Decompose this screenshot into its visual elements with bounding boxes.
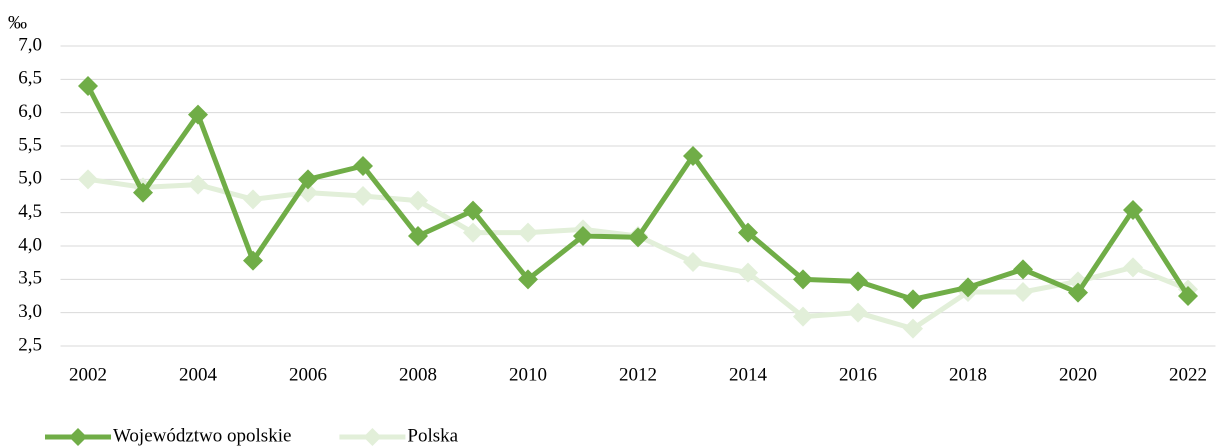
point	[738, 222, 758, 243]
point	[1178, 286, 1198, 306]
point	[78, 76, 98, 96]
series	[78, 76, 1198, 310]
x-tick-label: 2020	[1059, 364, 1097, 385]
x-tick-label: 2016	[839, 364, 877, 385]
point	[408, 226, 428, 246]
x-tick-label: 2004	[179, 364, 218, 385]
point	[243, 250, 263, 271]
point	[958, 277, 978, 298]
y-tick-label: 4,5	[18, 201, 42, 222]
point	[243, 189, 263, 210]
point	[903, 289, 923, 310]
point	[1013, 282, 1033, 302]
point	[298, 169, 318, 190]
point	[463, 200, 483, 221]
point	[628, 227, 648, 248]
legend-marker	[363, 428, 382, 446]
point	[1068, 282, 1088, 303]
x-tick-label: 2006	[289, 364, 327, 385]
legend-label: Województwo opolskie	[113, 425, 291, 446]
y-tick-label: 5,5	[18, 134, 42, 155]
legend-label: Polska	[407, 425, 458, 446]
x-tick-label: 2008	[399, 364, 437, 385]
x-tick-label: 2018	[949, 364, 987, 385]
point	[353, 156, 373, 176]
y-tick-label: 3,0	[18, 301, 42, 322]
legend-item: Polska	[339, 425, 459, 446]
y-tick-label: 6,0	[18, 101, 42, 122]
point	[683, 252, 703, 272]
point	[408, 190, 428, 211]
point	[518, 269, 538, 290]
point	[793, 306, 813, 327]
point	[683, 146, 703, 166]
point	[1123, 200, 1143, 220]
y-tick-label: 4,0	[18, 234, 42, 255]
point	[353, 186, 373, 206]
legend-item: Województwo opolskie	[45, 425, 291, 446]
series	[78, 169, 1198, 339]
point	[1013, 259, 1033, 280]
y-tick-label: 2,5	[18, 334, 42, 355]
y-tick-label: 5,0	[18, 168, 42, 189]
y-tick-label: 6,5	[18, 68, 42, 89]
y-tick-label: 7,0	[18, 34, 42, 55]
point	[188, 104, 208, 125]
point	[738, 262, 758, 283]
point	[903, 318, 923, 339]
point	[518, 222, 538, 243]
x-tick-label: 2014	[729, 364, 768, 385]
legend-marker	[69, 428, 87, 446]
y-unit: ‰	[8, 12, 27, 33]
point	[848, 271, 868, 292]
point	[793, 269, 813, 290]
point	[188, 174, 208, 195]
point	[133, 182, 153, 203]
x-tick-label: 2012	[619, 364, 657, 385]
x-tick-label: 2002	[69, 364, 107, 385]
point	[848, 302, 868, 323]
x-tick-label: 2022	[1169, 364, 1207, 385]
y-tick-label: 3,5	[18, 268, 42, 289]
point	[1123, 257, 1143, 278]
point	[463, 222, 483, 243]
x-tick-label: 2010	[509, 364, 547, 385]
point	[78, 169, 98, 190]
point	[573, 226, 593, 246]
